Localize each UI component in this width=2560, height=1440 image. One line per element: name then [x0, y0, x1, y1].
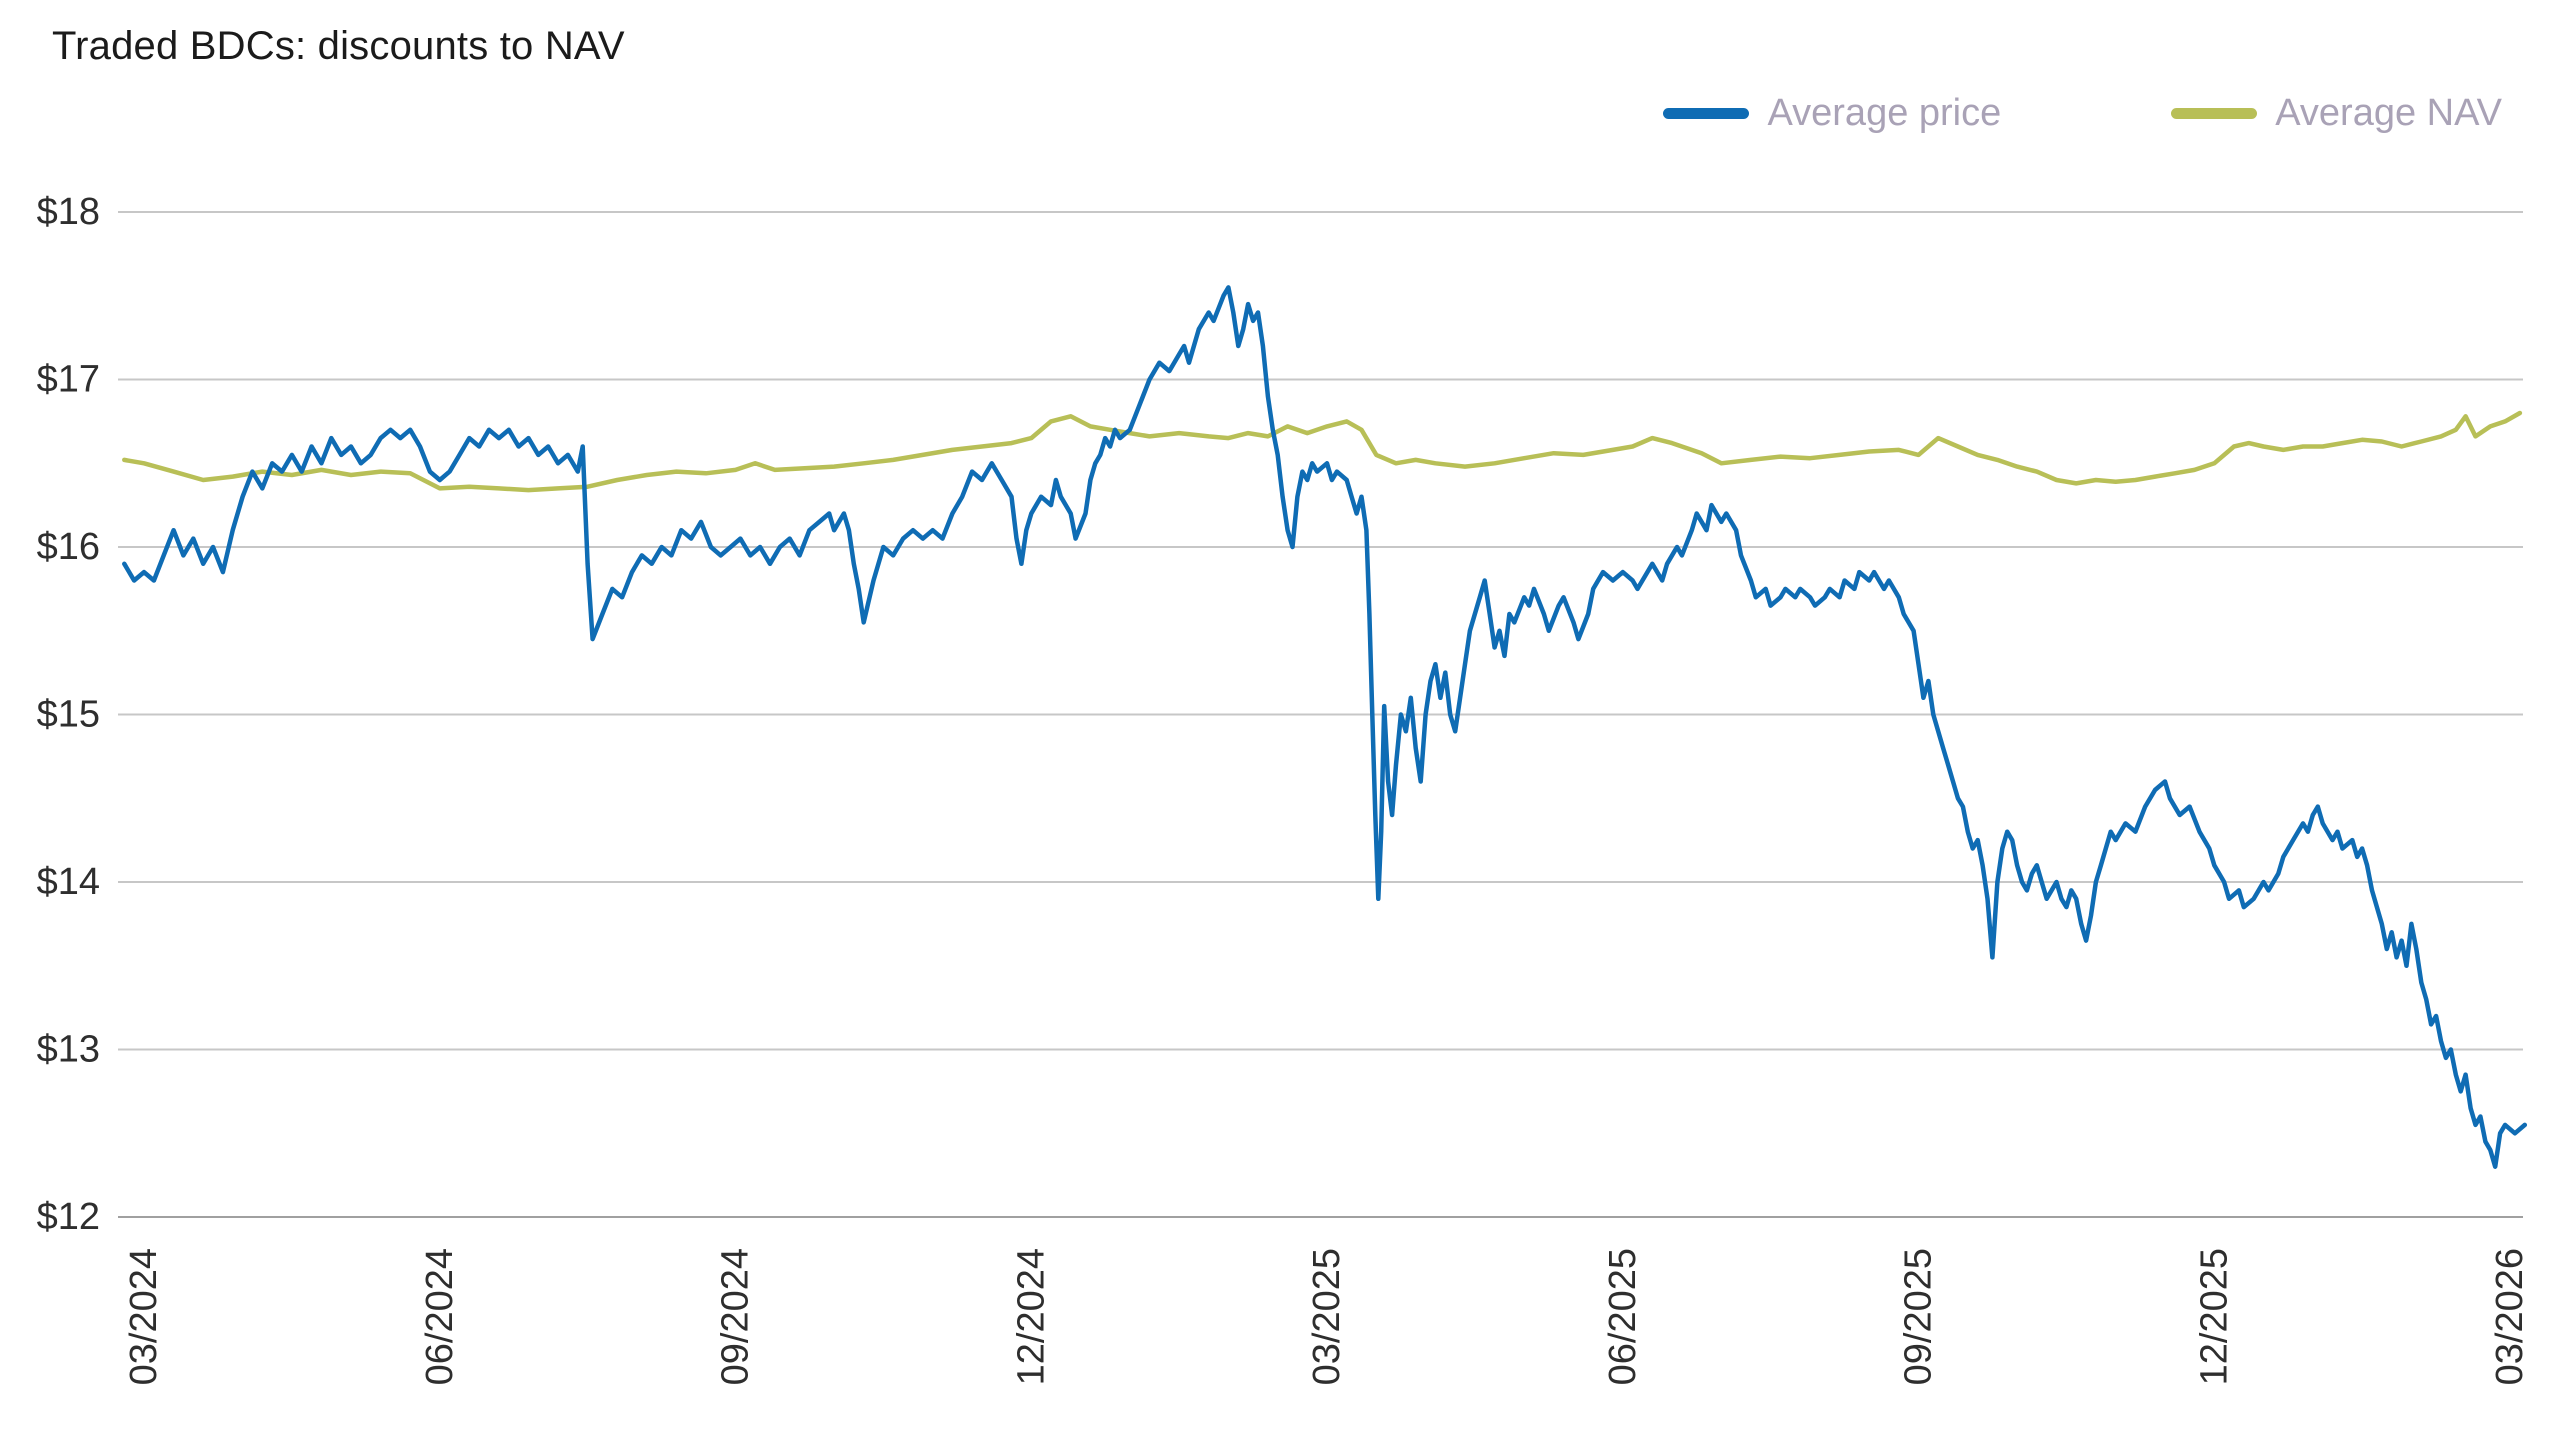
legend-item-average-price: Average price: [1663, 92, 2001, 135]
y-axis-label: $17: [37, 359, 100, 401]
x-axis-label: 03/2025: [1306, 1248, 1348, 1385]
x-axis-label: 03/2026: [2489, 1248, 2531, 1385]
average-nav-line: [122, 410, 2523, 493]
chart-legend: Average price Average NAV: [1663, 92, 2502, 135]
legend-item-average-nav: Average NAV: [2171, 92, 2502, 135]
legend-label-average-nav: Average NAV: [2275, 92, 2502, 134]
y-axis-label: $12: [37, 1196, 100, 1238]
x-axis-label: 03/2024: [123, 1248, 165, 1385]
x-axis-label: 09/2024: [715, 1248, 757, 1385]
legend-label-average-price: Average price: [1767, 92, 2002, 134]
average-nav-line-swatch-icon: [2171, 108, 2258, 119]
chart-title: Traded BDCs: discounts to NAV: [52, 24, 625, 68]
y-axis-label: $14: [37, 861, 100, 903]
x-axis-label: 12/2025: [2193, 1248, 2235, 1385]
y-axis-label: $16: [37, 526, 100, 568]
y-axis-label: $13: [37, 1029, 100, 1071]
x-axis-label: 12/2024: [1010, 1248, 1052, 1385]
x-axis-label: 06/2024: [419, 1248, 461, 1385]
y-axis-label: $15: [37, 694, 100, 736]
average-price-line-swatch-icon: [1663, 108, 1750, 119]
y-axis-label: $18: [37, 191, 100, 233]
average-price-line: [122, 285, 2528, 1169]
x-axis-label: 09/2025: [1898, 1248, 1940, 1385]
x-axis-label: 06/2025: [1602, 1248, 1644, 1385]
